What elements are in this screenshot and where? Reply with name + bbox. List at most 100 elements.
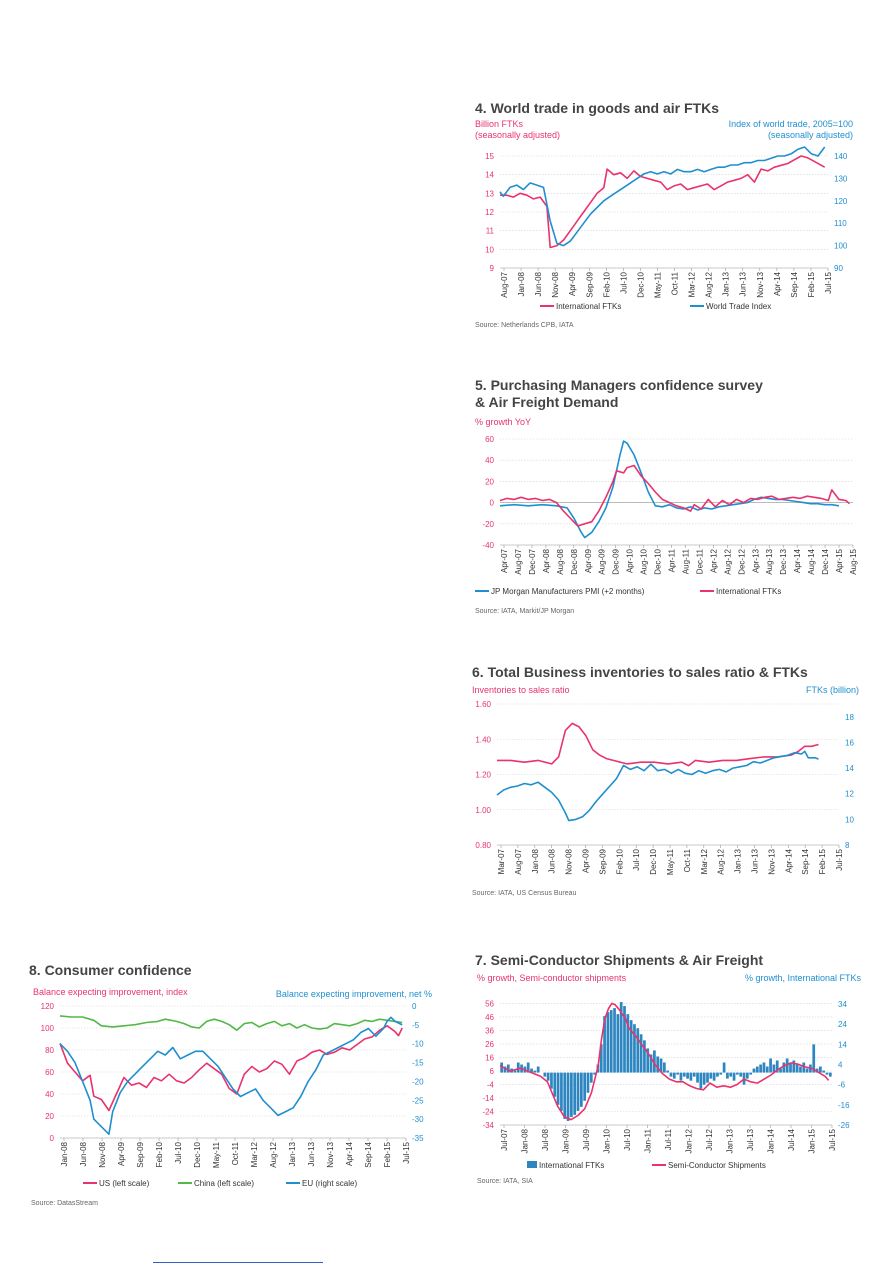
x-tick-label: Jan-13	[288, 1141, 297, 1166]
bar	[629, 1020, 633, 1073]
chart-7-right-label: % growth, International FTKs	[744, 973, 861, 983]
series-line	[496, 750, 819, 822]
y-tick-label-right: 100	[834, 242, 848, 251]
bar	[579, 1072, 583, 1107]
series-line	[499, 1002, 830, 1121]
x-tick-label: Jan-13	[722, 271, 731, 296]
series-line	[499, 440, 840, 539]
bar	[769, 1058, 772, 1073]
x-tick-label: Jan-08	[521, 1128, 530, 1153]
bar	[506, 1064, 510, 1073]
chart-panel-8: 8. Consumer confidence Balance expecting…	[28, 958, 438, 1216]
bar	[550, 1072, 553, 1089]
x-tick-label: Jul-15	[824, 271, 833, 293]
bar	[782, 1062, 786, 1073]
bar	[566, 1072, 570, 1121]
x-tick-label: Jun-13	[739, 271, 748, 296]
bar	[752, 1068, 756, 1073]
x-tick-label: Jul-15	[835, 848, 844, 870]
bar	[812, 1044, 816, 1073]
bar	[560, 1072, 563, 1111]
chart-panel-5: 5. Purchasing Managers confidence survey…	[470, 373, 865, 623]
y-tick-label-right: 4	[838, 1061, 843, 1070]
y-tick-label-right: 8	[845, 841, 850, 850]
x-tick-label: Apr-14	[345, 1141, 354, 1166]
bar	[679, 1072, 683, 1081]
bar	[586, 1072, 590, 1093]
bar	[500, 1062, 504, 1073]
x-tick-label: Aug-12	[705, 271, 714, 297]
bar	[689, 1072, 693, 1081]
x-tick-label: Mar-12	[688, 271, 697, 297]
series-line	[499, 146, 826, 247]
y-tick-label-left: 20	[45, 1112, 54, 1121]
legend-swatch	[527, 1161, 537, 1168]
bar	[762, 1062, 766, 1073]
legend-label: International FTKs	[556, 302, 621, 311]
bar	[682, 1072, 686, 1077]
bar	[736, 1072, 739, 1075]
bar	[828, 1072, 832, 1077]
x-tick-label: Dec-14	[821, 548, 830, 574]
legend-label: International FTKs	[716, 587, 781, 596]
bar	[795, 1064, 799, 1073]
chart-5-title: 5. Purchasing Managers confidence survey…	[475, 377, 763, 410]
x-tick-label: Apr-09	[582, 848, 591, 873]
bar	[825, 1072, 829, 1075]
chart-6-title: 6. Total Business inventories to sales r…	[472, 664, 808, 680]
bar	[503, 1066, 507, 1073]
bar	[772, 1064, 776, 1073]
x-tick-label: Feb-10	[615, 848, 624, 874]
chart-4-svg: 9 10 11 12 13 14 15 90 100 110 120 130 140 Aug-07 Jan-…	[485, 146, 848, 311]
bar	[513, 1070, 517, 1073]
bar	[686, 1072, 689, 1079]
bar	[659, 1058, 663, 1073]
y-tick-label-left: -20	[482, 520, 494, 529]
y-tick-label-right: 130	[834, 174, 848, 183]
bar	[676, 1072, 679, 1075]
x-tick-label: Sep-09	[136, 1141, 145, 1167]
x-tick-label: Aug-15	[849, 548, 858, 574]
x-tick-label: Sep-09	[598, 848, 607, 874]
chart-6-left-label: Inventories to sales ratio	[472, 685, 570, 695]
x-tick-label: Feb-15	[383, 1141, 392, 1167]
bar	[573, 1072, 577, 1115]
x-tick-label: Jan-09	[562, 1128, 571, 1153]
y-tick-label-left: 0	[490, 499, 495, 508]
bar	[706, 1072, 709, 1083]
x-tick-label: Dec-08	[570, 548, 579, 574]
bar	[712, 1072, 716, 1081]
x-tick-label: Jan-08	[531, 848, 540, 873]
bar	[653, 1050, 656, 1073]
x-tick-label: Jul-09	[582, 1128, 591, 1150]
legend-label: China (left scale)	[194, 1179, 254, 1188]
chart-panel-6: 6. Total Business inventories to sales r…	[467, 660, 867, 905]
bar	[563, 1072, 567, 1119]
y-tick-label-right: 110	[834, 219, 847, 228]
y-tick-label-left: 36	[485, 1026, 494, 1035]
x-tick-label: Jul-10	[174, 1141, 183, 1163]
series-line	[59, 1016, 403, 1135]
x-tick-label: Jul-10	[619, 271, 628, 293]
chart-7-source: Source: IATA, SIA	[477, 1178, 533, 1185]
y-tick-label-right: 0	[412, 1002, 417, 1011]
x-tick-label: Dec-10	[636, 271, 645, 297]
x-tick-label: Oct-11	[683, 848, 692, 872]
y-tick-label-left: 26	[485, 1040, 494, 1049]
x-tick-label: Aug-07	[514, 548, 523, 574]
bar	[609, 1010, 613, 1073]
chart-4-source: Source: Netherlands CPB, IATA	[475, 322, 574, 329]
bar	[696, 1072, 699, 1083]
bar	[623, 1006, 626, 1073]
chart-panel-4: 4. World trade in goods and air FTKs Bil…	[470, 96, 865, 336]
chart-5-source: Source: IATA, Markit/JP Morgan	[475, 608, 575, 615]
chart-4-left-label: Billion FTKs (seasonally adjusted)	[475, 119, 561, 140]
bar	[805, 1068, 809, 1073]
bar	[755, 1066, 759, 1073]
y-tick-label-left: 11	[486, 227, 495, 236]
y-tick-label-left: 12	[485, 208, 494, 217]
x-tick-label: Jun-08	[548, 848, 557, 873]
bar	[639, 1034, 643, 1073]
bar	[792, 1060, 796, 1073]
chart-5-left-label: % growth YoY	[475, 417, 532, 427]
